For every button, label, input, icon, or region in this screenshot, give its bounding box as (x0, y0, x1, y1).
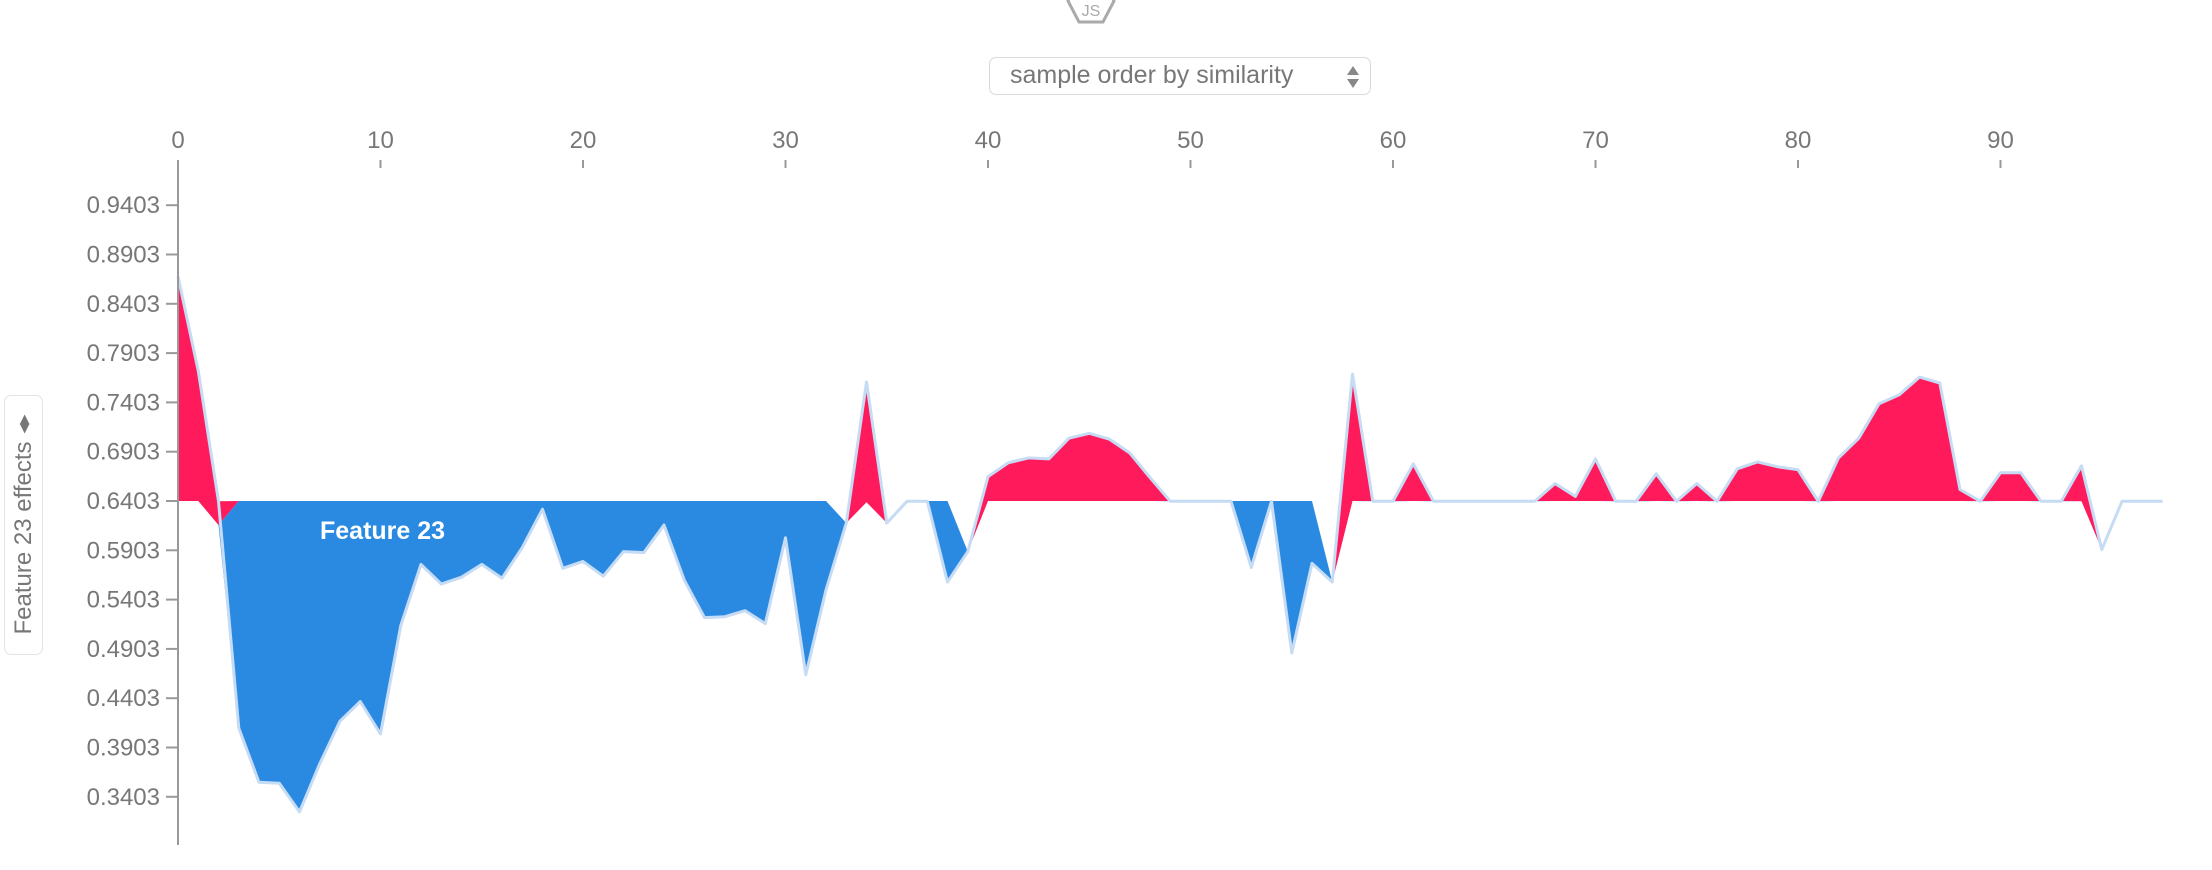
x-tick-label: 10 (367, 127, 394, 154)
up-down-arrows-icon (1347, 66, 1359, 88)
y-tick-label: 0.4403 (87, 685, 160, 712)
js-hexagon-icon: JS (1066, 0, 1116, 24)
y-tick-label: 0.8403 (87, 291, 160, 318)
effect-areas (176, 276, 2163, 814)
svg-text:JS: JS (1082, 3, 1101, 20)
x-tick-label: 70 (1582, 127, 1609, 154)
y-tick-label: 0.7903 (87, 340, 160, 367)
x-tick-label: 80 (1785, 127, 1812, 154)
y-tick-label: 0.3903 (87, 735, 160, 762)
x-tick-label: 50 (1177, 127, 1204, 154)
sample-order-select-value: sample order by similarity (1010, 61, 1294, 89)
y-tick-label: 0.4903 (87, 636, 160, 663)
x-tick-label: 30 (772, 127, 799, 154)
x-tick-label: 0 (171, 127, 184, 154)
y-tick-label: 0.3403 (87, 784, 160, 811)
feature-annotation: Feature 23 (320, 517, 445, 545)
y-axis-feature-select[interactable]: Feature 23 effects ◀▶ (4, 395, 43, 655)
x-tick-label: 60 (1380, 127, 1407, 154)
y-tick-label: 0.5903 (87, 537, 160, 564)
y-tick-label: 0.6903 (87, 439, 160, 466)
y-tick-label: 0.6403 (87, 488, 160, 515)
y-tick-label: 0.9403 (87, 192, 160, 219)
x-axis: 0 10 20 30 40 50 60 70 80 90 (171, 127, 2014, 168)
negative-effect-area (178, 501, 2163, 812)
y-axis: 0.9403 0.8903 0.8403 0.7903 0.7403 0.6903 0.64… (87, 160, 179, 845)
sample-order-select[interactable]: sample order by similarity (989, 57, 1371, 95)
x-tick-label: 90 (1987, 127, 2014, 154)
effect-outline (176, 276, 2163, 814)
x-tick-label: 20 (570, 127, 597, 154)
y-tick-label: 0.7403 (87, 389, 160, 416)
y-tick-label: 0.5403 (87, 587, 160, 614)
y-tick-label: 0.8903 (87, 242, 160, 269)
x-tick-label: 40 (975, 127, 1002, 154)
